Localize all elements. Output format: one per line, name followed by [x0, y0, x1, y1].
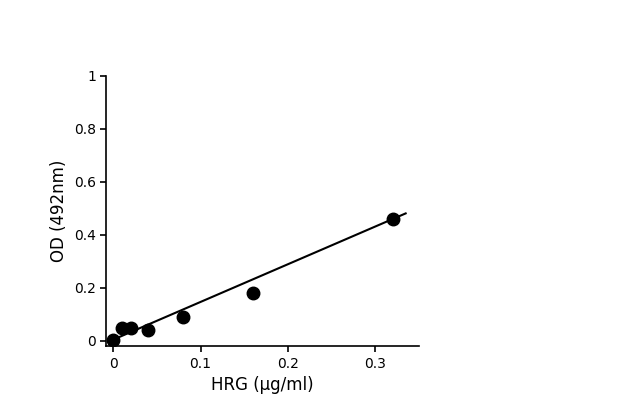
Point [126, 324, 136, 331]
Point [117, 324, 127, 331]
Point [143, 327, 153, 334]
Point [388, 216, 398, 222]
Y-axis label: OD (492nm): OD (492nm) [50, 160, 68, 262]
Point [248, 290, 258, 297]
X-axis label: HRG (μg/ml): HRG (μg/ml) [211, 376, 314, 394]
Point [178, 314, 188, 320]
Point [108, 336, 118, 343]
